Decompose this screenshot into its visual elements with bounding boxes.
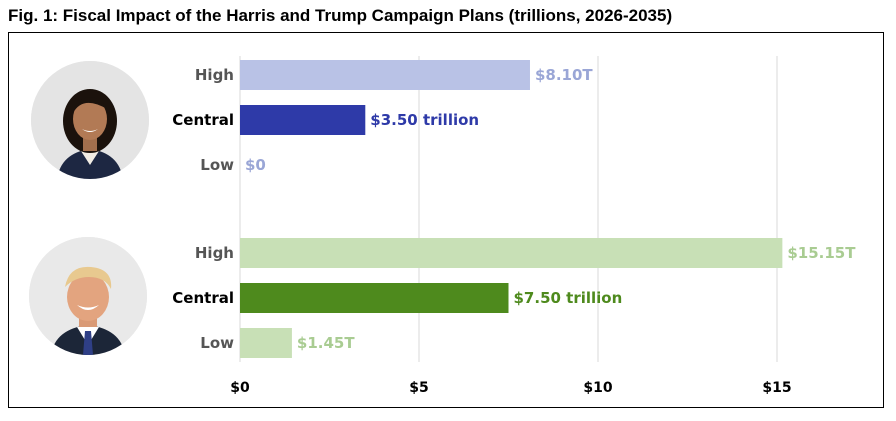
bar-trump-low xyxy=(240,328,292,358)
bar-trump-central xyxy=(240,283,509,313)
bar-harris-central xyxy=(240,105,366,135)
bar-trump-high xyxy=(240,238,783,268)
category-label: Central xyxy=(172,111,234,129)
data-label: $3.50 trillion xyxy=(370,111,479,129)
chart-title: Fig. 1: Fiscal Impact of the Harris and … xyxy=(8,6,673,25)
data-label: $0 xyxy=(245,156,266,174)
category-label: High xyxy=(195,66,234,84)
data-label: $1.45T xyxy=(297,334,355,352)
bar-harris-high xyxy=(240,60,530,90)
data-label: $8.10T xyxy=(535,66,593,84)
x-tick-label: $15 xyxy=(762,380,791,396)
category-label: Central xyxy=(172,289,234,307)
harris-portrait-icon xyxy=(31,61,149,179)
chart-frame xyxy=(8,32,884,408)
x-tick-label: $0 xyxy=(230,380,250,396)
category-label: Low xyxy=(200,156,234,174)
x-tick-label: $10 xyxy=(583,380,612,396)
trump-portrait-icon xyxy=(29,237,147,355)
data-label: $15.15T xyxy=(787,244,856,262)
data-label: $7.50 trillion xyxy=(514,289,623,307)
category-label: Low xyxy=(200,334,234,352)
x-tick-label: $5 xyxy=(409,380,428,396)
category-label: High xyxy=(195,244,234,262)
